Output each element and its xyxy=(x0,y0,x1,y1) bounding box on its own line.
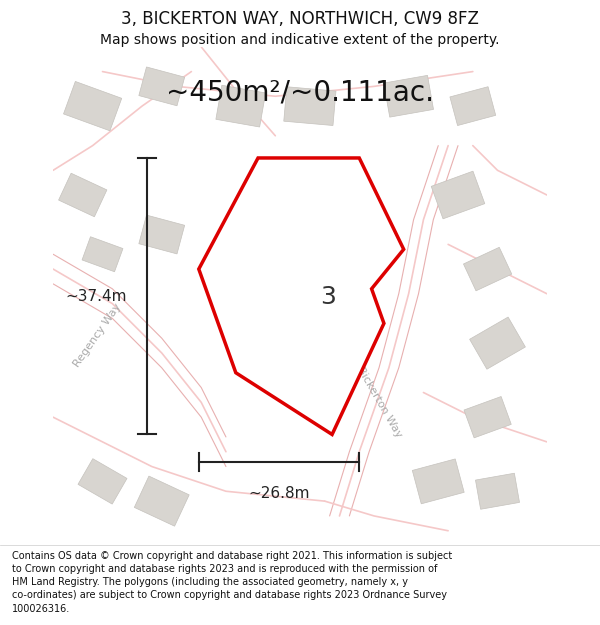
Polygon shape xyxy=(134,476,189,526)
Polygon shape xyxy=(470,317,526,369)
Text: 3: 3 xyxy=(320,284,336,309)
Text: 3, BICKERTON WAY, NORTHWICH, CW9 8FZ: 3, BICKERTON WAY, NORTHWICH, CW9 8FZ xyxy=(121,10,479,28)
Polygon shape xyxy=(199,158,404,434)
Text: Bickerton Way: Bickerton Way xyxy=(355,365,403,439)
Polygon shape xyxy=(82,237,123,272)
Polygon shape xyxy=(226,216,275,253)
Polygon shape xyxy=(282,191,318,219)
Polygon shape xyxy=(139,67,185,106)
Text: Map shows position and indicative extent of the property.: Map shows position and indicative extent… xyxy=(100,32,500,47)
Polygon shape xyxy=(475,473,520,509)
Text: ~37.4m: ~37.4m xyxy=(65,289,127,304)
Polygon shape xyxy=(464,396,511,438)
Polygon shape xyxy=(216,85,266,127)
Text: Regency Way: Regency Way xyxy=(72,302,123,369)
Polygon shape xyxy=(412,459,464,504)
Polygon shape xyxy=(384,76,434,117)
Polygon shape xyxy=(139,215,185,254)
Text: ~450m²/~0.111ac.: ~450m²/~0.111ac. xyxy=(166,79,434,107)
Polygon shape xyxy=(64,81,122,131)
Polygon shape xyxy=(450,87,496,126)
Polygon shape xyxy=(463,248,512,291)
Text: Contains OS data © Crown copyright and database right 2021. This information is : Contains OS data © Crown copyright and d… xyxy=(12,551,452,614)
Polygon shape xyxy=(59,173,107,217)
Polygon shape xyxy=(284,87,336,126)
Polygon shape xyxy=(78,459,127,504)
Polygon shape xyxy=(431,171,485,219)
Text: ~26.8m: ~26.8m xyxy=(248,486,310,501)
